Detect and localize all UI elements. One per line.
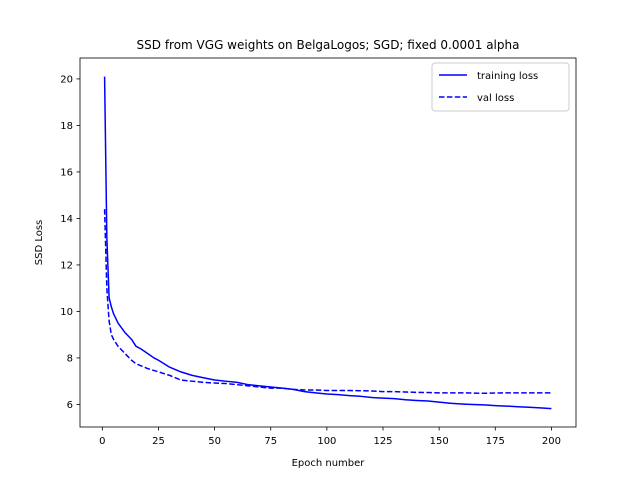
y-tick-label: 14 — [60, 214, 73, 225]
x-tick-label: 0 — [99, 436, 105, 447]
x-axis-title: Epoch number — [292, 458, 366, 469]
legend: training loss val loss — [431, 62, 570, 112]
chart-title: SSD from VGG weights on BelgaLogos; SGD;… — [137, 38, 520, 52]
x-tick-label: 100 — [317, 436, 336, 447]
x-tick-label: 75 — [264, 436, 277, 447]
x-tick-label: 175 — [486, 436, 505, 447]
y-axis-title: SSD Loss — [34, 220, 45, 266]
y-tick-label: 8 — [67, 353, 73, 364]
y-tick-label: 6 — [67, 400, 73, 411]
x-tick-label: 200 — [542, 436, 561, 447]
series-line-val-loss — [103, 209, 552, 395]
y-tick-label: 12 — [60, 260, 73, 271]
x-tick-label: 150 — [430, 436, 449, 447]
x-tick-label: 50 — [208, 436, 221, 447]
legend-label-training-loss: training loss — [477, 71, 538, 82]
y-tick-label: 18 — [60, 121, 73, 132]
y-tick-label: 20 — [60, 74, 73, 85]
y-tick-label: 10 — [60, 307, 73, 318]
x-tick-label: 25 — [152, 436, 165, 447]
axes-frame — [79, 57, 577, 428]
y-tick-label: 16 — [60, 167, 73, 178]
plot-area: 0 25 50 75 100 125 150 175 200 6 8 10 12 14 16 18 20 — [60, 57, 577, 447]
x-tick-label: 125 — [373, 436, 392, 447]
legend-label-val-loss: val loss — [477, 93, 514, 104]
